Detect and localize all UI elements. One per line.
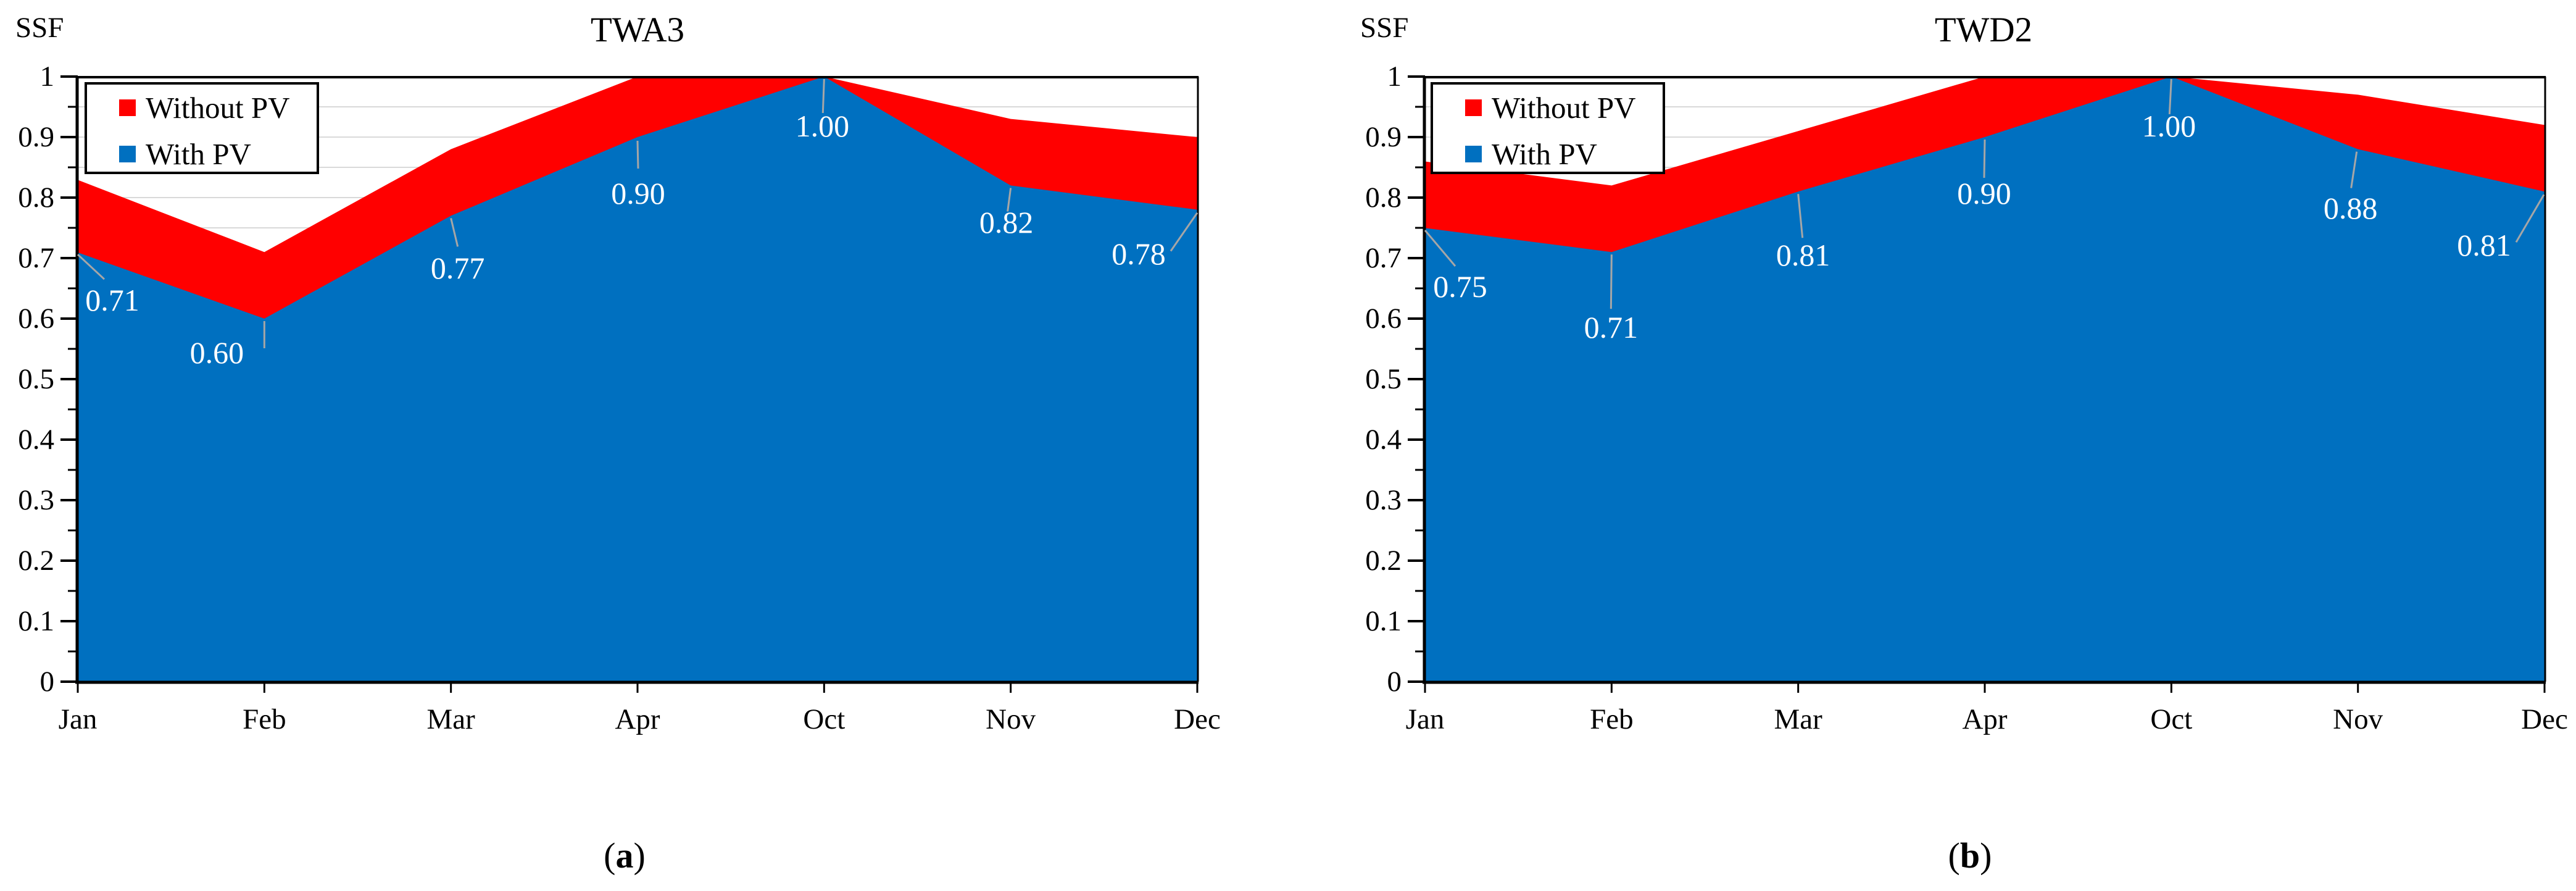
y-tick-label: 0.9	[18, 121, 54, 153]
x-tick-label: Dec	[1174, 703, 1221, 735]
data-label: 0.90	[611, 176, 665, 211]
y-tick-label: 0.8	[18, 182, 54, 214]
figure-caption-a: (a)	[604, 835, 646, 876]
data-label-leader-line	[1797, 194, 1804, 238]
data-label: 0.60	[189, 335, 244, 370]
y-tick-label: 0.2	[1365, 545, 1402, 577]
x-tick-label: Dec	[2521, 703, 2568, 735]
y-tick-label: 0.6	[18, 303, 54, 335]
data-label: 0.82	[979, 205, 1034, 240]
x-tick-label: Jan	[1405, 703, 1445, 735]
y-tick-label: 0.5	[18, 363, 54, 395]
data-label-leader-line	[1424, 230, 1456, 267]
y-tick-label: 1	[1387, 61, 1402, 93]
legend-box: Without PV With PV	[85, 82, 319, 174]
y-tick-label: 0.4	[18, 424, 54, 456]
y-tick-label: 0.6	[1365, 303, 1402, 335]
legend-box: Without PV With PV	[1431, 82, 1665, 174]
legend-label: With PV	[146, 136, 251, 171]
legend-label: Without PV	[1492, 90, 1636, 125]
data-label: 0.71	[85, 283, 139, 318]
area-with-pv	[1424, 77, 2545, 682]
data-label-leader-line	[2168, 78, 2172, 115]
data-label: 0.88	[2323, 190, 2378, 225]
legend-swatch-with-pv	[1465, 145, 1482, 162]
x-tick-label: Feb	[1590, 703, 1634, 735]
y-tick-label: 0.8	[1365, 182, 1402, 214]
y-tick-label: 0.9	[1365, 121, 1402, 153]
data-label: 0.81	[1776, 238, 1830, 273]
area-with-pv	[77, 77, 1197, 682]
data-label: 0.78	[1111, 236, 1166, 271]
chart-title: TWA3	[591, 10, 684, 49]
x-tick-label: Oct	[2150, 703, 2193, 735]
legend-label: Without PV	[146, 90, 290, 125]
data-label: 0.71	[1584, 310, 1639, 345]
x-tick-label: Nov	[986, 703, 1036, 735]
y-axis-unit-label: SSF	[15, 12, 64, 44]
y-tick-label: 1	[39, 61, 55, 93]
legend-swatch-without-pv	[1465, 99, 1482, 116]
data-label: 1.00	[795, 109, 850, 143]
y-tick-label: 0.2	[18, 545, 54, 577]
legend-swatch-without-pv	[119, 99, 136, 116]
data-label-leader-line	[821, 78, 825, 114]
data-label: 0.81	[2457, 228, 2511, 263]
legend-item-with-pv: With PV	[1465, 136, 1597, 171]
x-tick-label: Apr	[1962, 703, 2008, 735]
legend-item-without-pv: Without PV	[119, 90, 290, 125]
legend-item-without-pv: Without PV	[1465, 90, 1636, 125]
chart-title: TWD2	[1934, 10, 2033, 49]
legend-item-with-pv: With PV	[119, 136, 251, 171]
data-label-leader-line	[1983, 139, 1986, 178]
figure-caption-b: (b)	[1948, 835, 1992, 876]
y-tick-label: 0.1	[1365, 605, 1402, 637]
data-label-leader-line	[1170, 212, 1199, 252]
y-tick-label: 0.3	[18, 484, 54, 516]
y-tick-label: 0.1	[18, 605, 54, 637]
data-label-leader-line	[450, 218, 459, 247]
data-label: 0.77	[430, 251, 485, 286]
x-tick-label: Mar	[1774, 703, 1822, 735]
x-tick-label: Nov	[2333, 703, 2383, 735]
y-tick-label: 0.3	[1365, 484, 1402, 516]
y-tick-label: 0.5	[1365, 363, 1402, 395]
data-label: 1.00	[2142, 109, 2196, 143]
y-tick-label: 0.4	[1365, 424, 1402, 456]
legend-label: With PV	[1492, 136, 1597, 171]
y-tick-label: 0	[39, 666, 55, 698]
x-tick-label: Mar	[426, 703, 475, 735]
data-label-leader-line	[77, 254, 106, 280]
y-tick-label: 0.7	[18, 242, 54, 274]
y-axis-unit-label: SSF	[1360, 12, 1409, 44]
legend-swatch-with-pv	[119, 145, 136, 162]
data-label-leader-line	[2515, 194, 2545, 243]
y-tick-label: 0	[1387, 666, 1402, 698]
x-tick-label: Jan	[58, 703, 98, 735]
x-tick-label: Apr	[615, 703, 660, 735]
x-tick-label: Feb	[243, 703, 286, 735]
data-label-leader-line	[1007, 188, 1012, 212]
data-label-leader-line	[2350, 151, 2358, 188]
y-tick-label: 0.7	[1365, 242, 1402, 274]
data-label: 0.75	[1433, 269, 1487, 304]
data-label: 0.90	[1957, 176, 2011, 211]
x-tick-label: Oct	[803, 703, 846, 735]
